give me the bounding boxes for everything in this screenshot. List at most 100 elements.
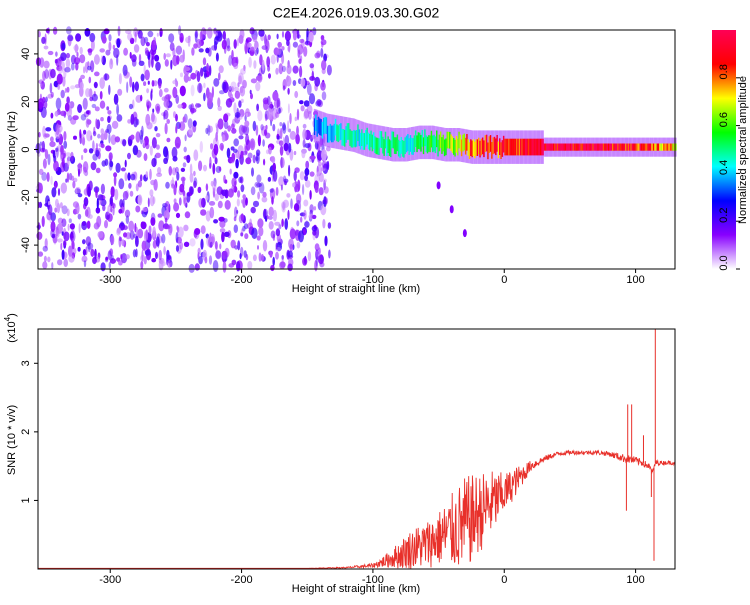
noise-blob: [99, 90, 103, 100]
ridge-core: [647, 143, 649, 151]
ridge-core: [640, 143, 643, 151]
noise-blob: [66, 96, 70, 104]
noise-blob: [238, 135, 244, 140]
noise-blob: [45, 127, 52, 132]
y-tick-label: 40: [20, 48, 32, 60]
ridge-core: [376, 137, 379, 155]
noise-blob: [70, 85, 76, 90]
noise-blob: [318, 172, 324, 183]
noise-blob: [54, 59, 58, 64]
noise-blob: [107, 205, 110, 215]
ridge-core: [514, 138, 517, 156]
ridge-core: [593, 143, 596, 151]
noise-blob: [66, 172, 70, 183]
noise-blob: [118, 73, 122, 85]
noise-blob: [43, 60, 50, 69]
noise-blob: [60, 110, 67, 117]
noise-blob: [179, 85, 186, 97]
noise-blob: [267, 108, 273, 121]
noise-blob: [140, 73, 145, 82]
noise-blob: [240, 150, 244, 158]
noise-blob: [190, 103, 195, 115]
noise-blob: [326, 64, 332, 76]
noise-blob: [166, 249, 170, 260]
noise-blob: [175, 45, 183, 55]
noise-blob: [292, 182, 296, 188]
noise-blob: [44, 69, 49, 79]
noise-blob: [198, 160, 203, 172]
noise-blob: [175, 212, 181, 219]
noise-blob: [208, 201, 216, 206]
noise-blob: [242, 194, 246, 200]
ridge-core: [527, 138, 530, 156]
noise-blob: [279, 145, 284, 156]
noise-blob: [228, 55, 233, 66]
ridge-core: [533, 138, 535, 156]
noise-blob: [233, 171, 239, 179]
noise-blob: [256, 235, 261, 241]
noise-blob: [275, 228, 281, 237]
noise-blob: [176, 225, 179, 231]
noise-blob: [110, 134, 117, 146]
noise-blob: [147, 30, 154, 38]
noise-blob: [219, 142, 224, 151]
noise-blob: [51, 262, 54, 270]
noise-blob: [230, 93, 234, 100]
ridge-core: [315, 114, 317, 132]
noise-blob: [255, 149, 261, 157]
snr-y-scale-exponent: 4: [3, 316, 12, 321]
noise-blob: [112, 44, 116, 50]
noise-blob: [268, 146, 272, 155]
noise-blob: [194, 263, 200, 271]
ridge-core: [386, 139, 388, 156]
noise-blob: [166, 119, 170, 124]
noise-blob: [178, 197, 182, 206]
noise-blob: [138, 53, 142, 63]
noise-blob: [115, 162, 121, 173]
ridge-core: [374, 136, 376, 153]
noise-blob: [223, 113, 229, 123]
noise-blob: [175, 94, 179, 105]
noise-blob: [212, 163, 216, 175]
noise-blob: [209, 206, 215, 219]
noise-blob: [290, 198, 293, 209]
noise-blob: [67, 223, 70, 231]
noise-blob: [197, 247, 201, 255]
ridge-core: [495, 138, 497, 156]
ridge-core: [664, 143, 667, 151]
noise-blob: [194, 31, 198, 43]
noise-blob: [122, 198, 125, 208]
noise-blob: [233, 224, 238, 233]
noise-blob: [108, 152, 113, 161]
ridge-core: [660, 143, 663, 151]
noise-blob: [252, 254, 257, 262]
noise-blob: [210, 143, 214, 150]
noise-blob: [239, 86, 244, 94]
noise-blob: [237, 240, 241, 251]
noise-blob: [218, 166, 222, 172]
noise-blob: [303, 46, 308, 57]
colorbar-tick-label: 0.2: [718, 208, 730, 223]
noise-blob: [89, 32, 96, 43]
ridge-core: [488, 136, 491, 153]
x-tick-label: -200: [231, 574, 253, 586]
noise-blob: [144, 249, 151, 256]
noise-blob: [300, 105, 305, 112]
noise-blob: [184, 211, 191, 219]
noise-blob: [323, 53, 327, 62]
ridge-core: [326, 125, 329, 143]
noise-blob: [296, 220, 300, 227]
ridge-core: [635, 143, 638, 151]
noise-blob: [303, 108, 310, 119]
noise-blob: [224, 179, 228, 184]
colorbar-label: Normalized spectral amplitude: [737, 76, 749, 224]
noise-blob: [139, 174, 143, 182]
noise-blob: [203, 92, 206, 102]
noise-blob: [77, 104, 83, 113]
noise-blob: [161, 233, 166, 244]
ridge-core: [336, 124, 338, 142]
noise-blob: [271, 196, 274, 205]
noise-blob: [228, 85, 233, 92]
noise-blob: [281, 31, 285, 38]
ridge-core: [587, 143, 589, 151]
